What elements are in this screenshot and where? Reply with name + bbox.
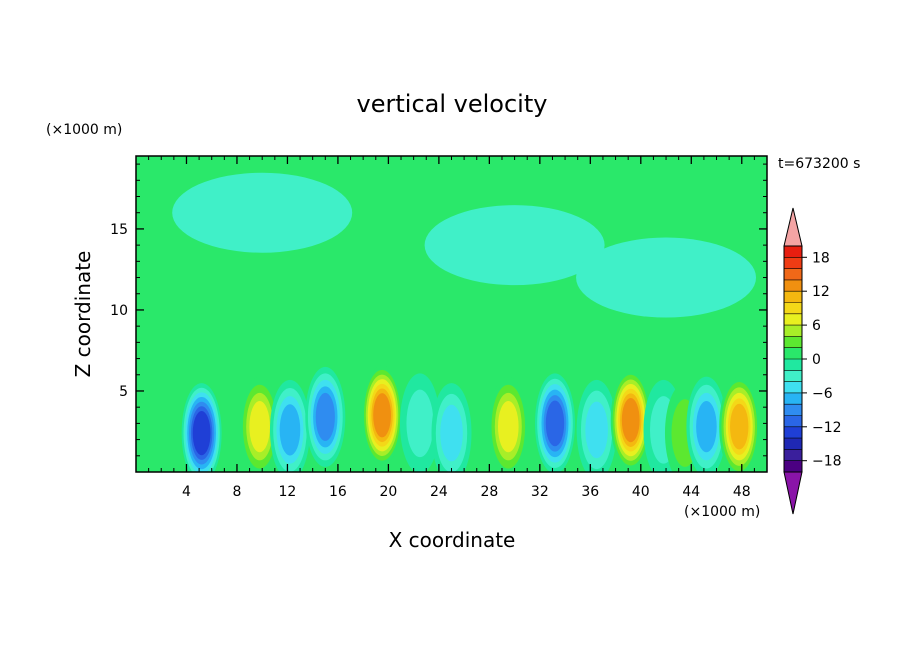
colorbar-label: 18 [812, 250, 830, 266]
y-tick-label: 15 [110, 222, 128, 238]
colorbar-segment [784, 246, 802, 258]
colorbar-segment [784, 359, 802, 371]
colorbar-label: 0 [812, 352, 821, 368]
x-tick-label: 44 [682, 484, 700, 500]
colorbar-segment [784, 347, 802, 360]
velocity-cell [610, 370, 651, 471]
contour-band [192, 411, 211, 456]
contour-band [621, 398, 640, 443]
colorbar-segment [784, 370, 802, 382]
x-tick-label: 48 [733, 484, 751, 500]
colorbar-segment [784, 404, 802, 416]
velocity-cell [488, 376, 529, 472]
colorbar-segment [784, 460, 802, 473]
contour-band [279, 404, 301, 456]
colorbar-segment [784, 302, 802, 315]
y-axis: 5 10 15 [110, 163, 767, 457]
x-axis-title: X coordinate [389, 528, 516, 552]
velocity-cell [424, 205, 605, 286]
x-tick-label: 16 [329, 484, 347, 500]
colorbar-segment [784, 325, 802, 337]
x-tick-label: 12 [279, 484, 297, 500]
contour-band [497, 401, 519, 453]
colorbar-segment [784, 313, 802, 326]
colorbar-segment [784, 336, 802, 348]
contour-band [730, 403, 749, 450]
contour-band [440, 404, 463, 462]
colorbar-segment [784, 426, 802, 439]
velocity-cell [534, 373, 575, 472]
x-tick-label: 40 [632, 484, 650, 500]
velocity-cell [239, 376, 280, 472]
x-tick-label: 24 [430, 484, 448, 500]
velocity-cell [305, 366, 346, 467]
colorbar-segment [784, 279, 802, 292]
colorbar-segment [784, 381, 802, 394]
colorbar-segment [784, 291, 802, 303]
velocity-cell [686, 376, 727, 472]
x-tick-label: 20 [379, 484, 397, 500]
velocity-cell [269, 379, 310, 472]
contour-band [172, 172, 353, 253]
colorbar-label: −18 [812, 454, 842, 470]
colorbar-under-triangle [783, 471, 803, 515]
contour-band [424, 205, 605, 286]
colorbar: 18 12 6 0 −6 −12 −18 [783, 207, 842, 515]
contour-band [249, 401, 270, 453]
contour-fill-layer [172, 172, 760, 472]
x-unit-label: (×1000 m) [684, 504, 760, 520]
x-axis: 4 8 12 16 20 24 28 32 36 40 44 48 [148, 156, 755, 500]
colorbar-label: 6 [812, 318, 821, 334]
colorbar-over-triangle [783, 207, 803, 247]
x-tick-label: 4 [182, 484, 191, 500]
colorbar-segment [784, 268, 802, 281]
chart-title: vertical velocity [357, 90, 548, 118]
time-label: t=673200 s [778, 156, 860, 172]
colorbar-label: −12 [812, 420, 842, 436]
velocity-cell [181, 383, 222, 472]
contour-band [373, 393, 391, 438]
y-tick-label: 5 [119, 384, 128, 400]
contour-band [406, 389, 434, 458]
colorbar-segment [784, 415, 802, 428]
contour-band [576, 237, 757, 318]
velocity-cell [576, 379, 617, 472]
x-tick-label: 32 [531, 484, 549, 500]
colorbar-label: −6 [812, 386, 833, 402]
y-axis-title: Z coordinate [71, 251, 95, 378]
x-tick-label: 36 [581, 484, 599, 500]
contour-band [585, 401, 608, 459]
x-tick-label: 8 [232, 484, 241, 500]
contour-band [696, 401, 717, 453]
colorbar-label: 12 [812, 284, 830, 300]
contour-band [315, 392, 335, 441]
x-tick-label: 28 [480, 484, 498, 500]
velocity-cell [431, 383, 472, 472]
velocity-cell [172, 172, 353, 253]
velocity-cell [576, 237, 757, 318]
colorbar-segment [784, 257, 802, 269]
velocity-cell [362, 365, 403, 466]
velocity-cell [399, 373, 440, 472]
contour-band [545, 400, 565, 447]
colorbar-segment [784, 449, 802, 461]
colorbar-segment [784, 392, 802, 405]
velocity-cell [719, 376, 760, 472]
colorbar-segment [784, 438, 802, 450]
y-unit-label: (×1000 m) [46, 122, 122, 138]
y-tick-label: 10 [110, 303, 128, 319]
